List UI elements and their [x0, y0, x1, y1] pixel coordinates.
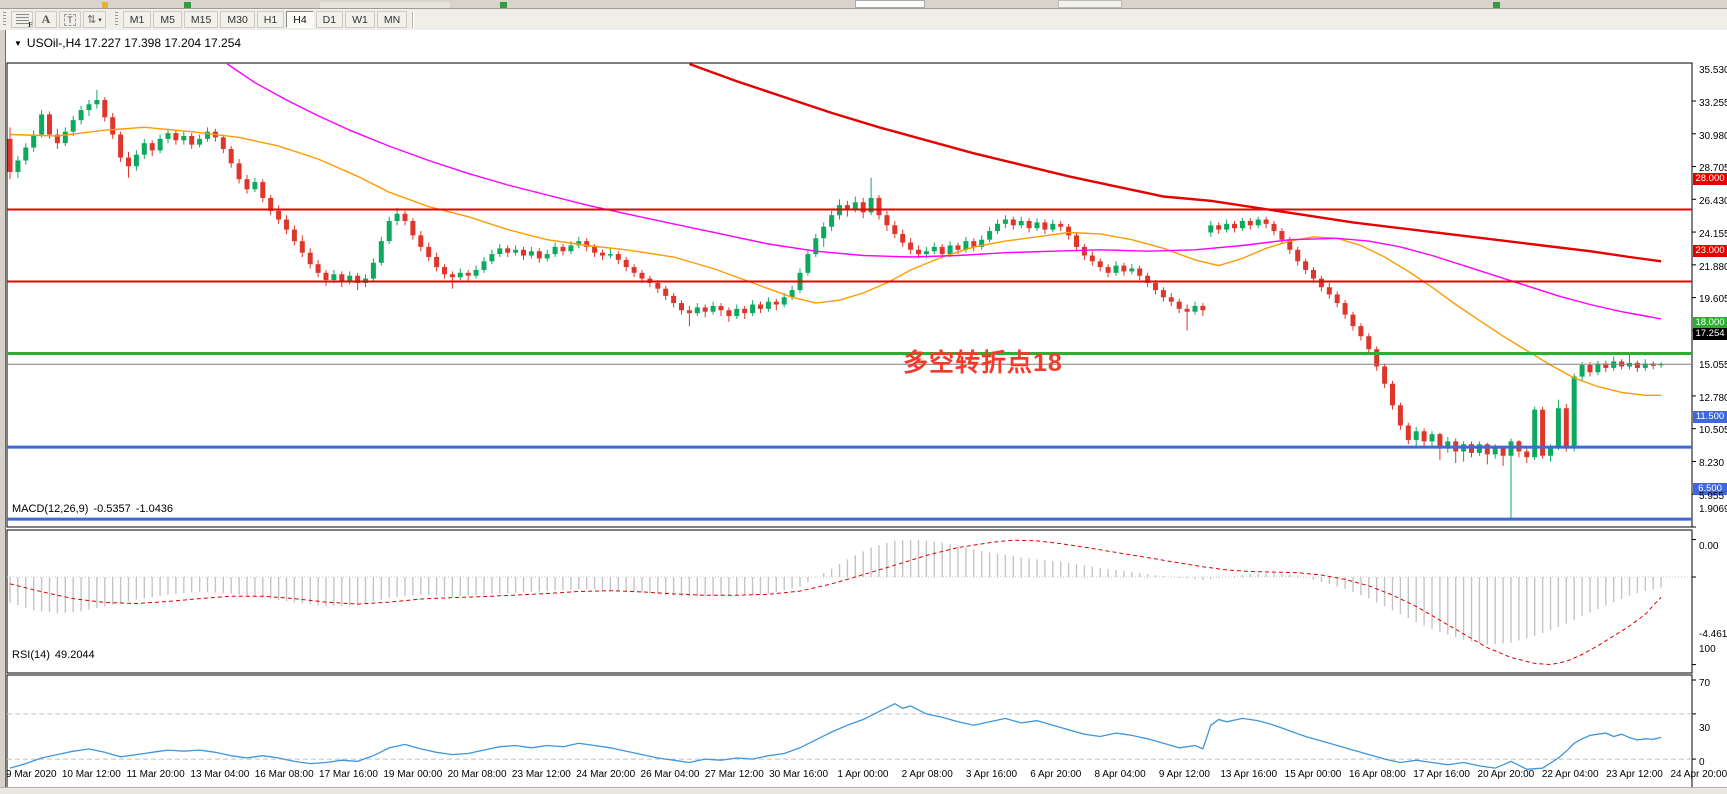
arrows-tool-button[interactable]: ⇅ ▾ — [83, 11, 106, 28]
chart-toolbar: F A T ⇅ ▾ M1 M5 M15 M30 H1 H4 D1 W1 MN — [0, 9, 1727, 31]
top-toolbar-clipped — [0, 0, 1727, 9]
toolbar-fragment-icon — [1493, 2, 1500, 8]
text-label-icon: T — [64, 13, 76, 26]
timeframe-toolbar: M1 M5 M15 M30 H1 H4 D1 W1 MN — [122, 11, 408, 28]
chevron-down-icon: ▾ — [98, 16, 102, 24]
toolbar-fragment-field — [1058, 0, 1122, 8]
chart-window — [0, 30, 1727, 794]
toolbar-fragment-icon — [102, 2, 108, 8]
timeframe-button-M30[interactable]: M30 — [220, 11, 255, 28]
fibonacci-retracement-button[interactable]: F — [11, 11, 33, 29]
toolbar-fragment-icon — [500, 2, 507, 8]
status-bar-sliver — [0, 787, 1727, 794]
toolbar-grip[interactable] — [3, 12, 6, 27]
toolbar-fragment-icon — [320, 2, 450, 8]
window-left-border — [0, 30, 6, 794]
arrows-icon: ⇅ — [87, 14, 97, 26]
toolbar-fragment-field — [855, 0, 925, 8]
text-label-tool-button[interactable]: T — [59, 11, 81, 28]
fibonacci-icon: F — [15, 14, 33, 29]
chart-canvas[interactable] — [0, 60, 1727, 794]
timeframe-button-H4[interactable]: H4 — [286, 11, 314, 28]
timeframe-button-M15[interactable]: M15 — [183, 11, 219, 28]
text-icon: A — [41, 12, 51, 26]
toolbar-fragment-icon — [184, 2, 191, 8]
timeframe-button-D1[interactable]: D1 — [315, 11, 344, 28]
timeframe-button-M5[interactable]: M5 — [153, 11, 182, 28]
toolbar-separator — [412, 11, 415, 28]
toolbar-grip[interactable] — [114, 12, 118, 27]
timeframe-button-W1[interactable]: W1 — [345, 11, 375, 28]
timeframe-button-H1[interactable]: H1 — [256, 11, 285, 28]
timeframe-button-MN[interactable]: MN — [376, 11, 408, 28]
timeframe-button-M1[interactable]: M1 — [122, 11, 152, 28]
text-tool-button[interactable]: A — [35, 11, 57, 28]
